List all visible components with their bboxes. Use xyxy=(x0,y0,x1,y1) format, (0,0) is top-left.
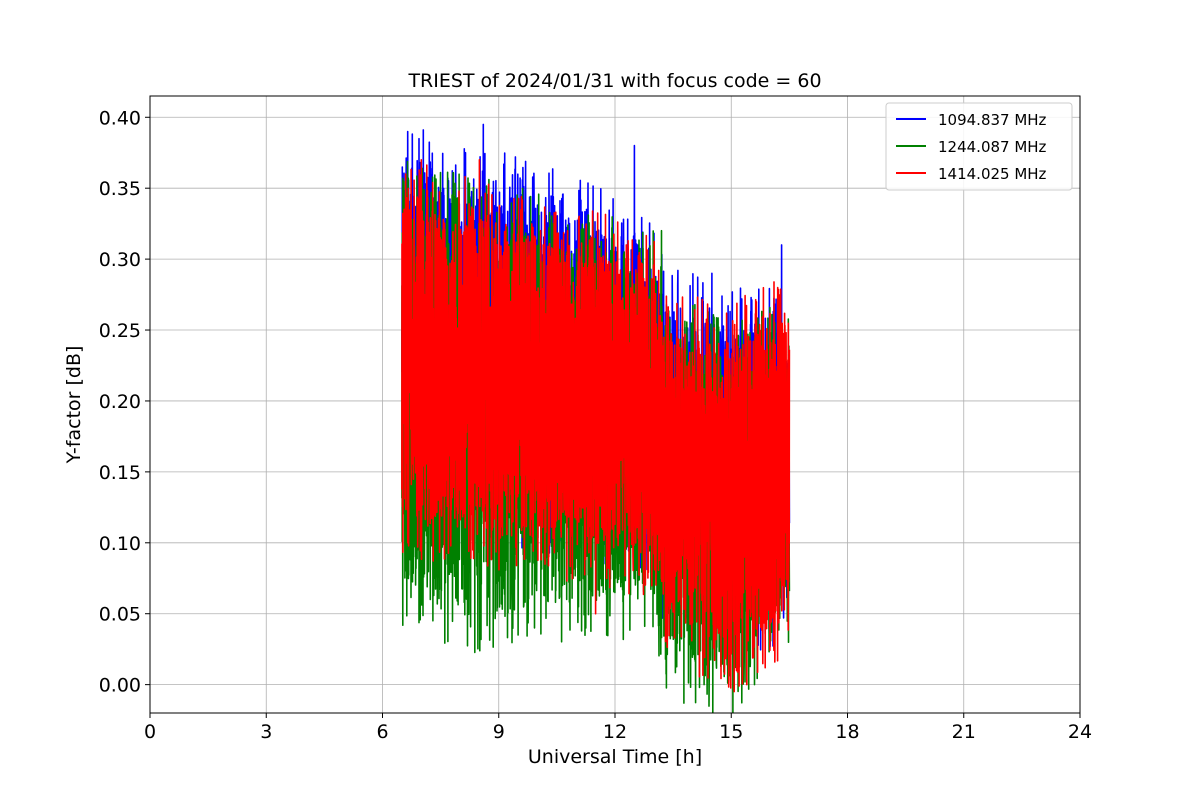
x-tick-label: 3 xyxy=(260,721,272,743)
axis-ticks: 0 3 6 9 12 15 18 21 24 0.00 0.05 0.10 0.15 0.20 0.25 0.… xyxy=(99,107,1092,743)
y-tick-label: 0.00 xyxy=(99,675,141,697)
y-tick-label: 0.35 xyxy=(99,178,141,200)
legend-label: 1244.087 MHz xyxy=(938,138,1047,156)
y-tick-label: 0.25 xyxy=(99,320,141,342)
legend-label: 1094.837 MHz xyxy=(938,111,1047,129)
y-tick-label: 0.05 xyxy=(99,604,141,626)
series-line-3 xyxy=(401,159,791,693)
x-tick-label: 24 xyxy=(1068,721,1092,743)
y-axis-label: Y-factor [dB] xyxy=(63,346,85,465)
series-layer xyxy=(401,123,791,713)
x-tick-label: 0 xyxy=(144,721,156,743)
x-tick-label: 18 xyxy=(835,721,859,743)
x-tick-label: 21 xyxy=(952,721,976,743)
chart-title: TRIEST of 2024/01/31 with focus code = 6… xyxy=(407,70,821,92)
x-axis-label: Universal Time [h] xyxy=(528,746,702,768)
x-tick-label: 12 xyxy=(603,721,627,743)
y-tick-label: 0.20 xyxy=(99,391,141,413)
legend-label: 1414.025 MHz xyxy=(938,165,1047,183)
y-tick-label: 0.10 xyxy=(99,533,141,555)
y-tick-label: 0.30 xyxy=(99,249,141,271)
x-tick-label: 6 xyxy=(376,721,388,743)
x-tick-label: 9 xyxy=(493,721,505,743)
legend: 1094.837 MHz 1244.087 MHz 1414.025 MHz xyxy=(885,102,1073,191)
legend-box xyxy=(885,102,1073,191)
x-tick-label: 15 xyxy=(719,721,743,743)
y-tick-label: 0.15 xyxy=(99,462,141,484)
y-tick-label: 0.40 xyxy=(99,107,141,129)
